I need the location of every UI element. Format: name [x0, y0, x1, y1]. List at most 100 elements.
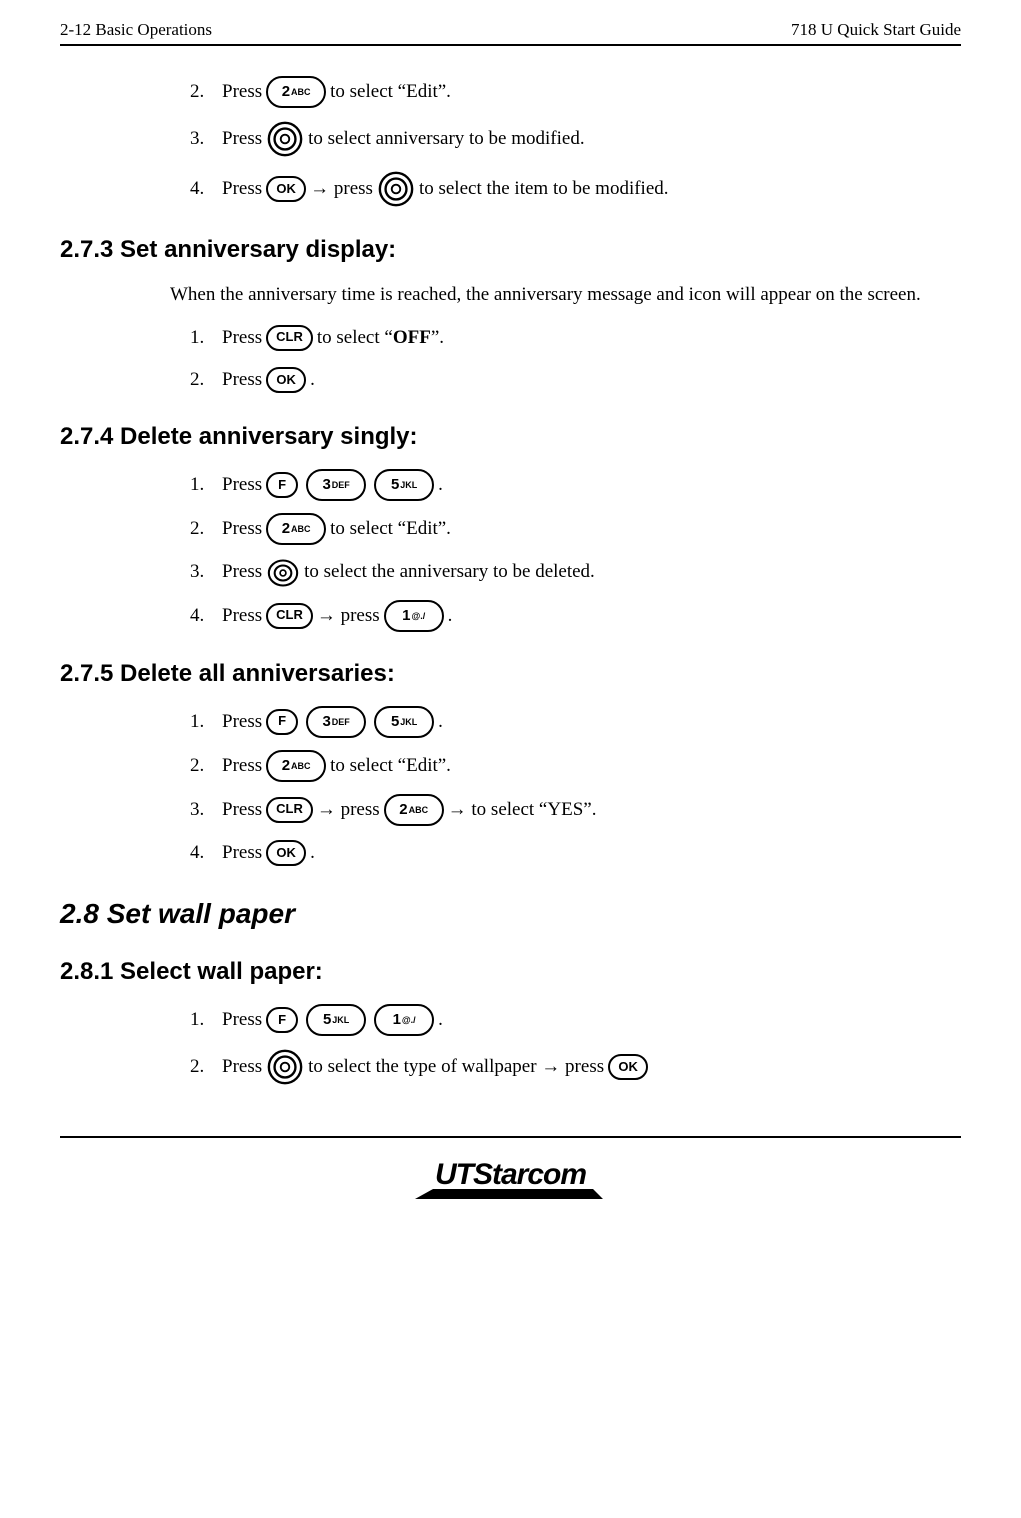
text: Press — [222, 795, 262, 825]
step-number: 1. — [190, 707, 222, 737]
text: Press — [222, 707, 262, 737]
f-button-icon: F — [266, 1007, 298, 1033]
step-number: 1. — [190, 323, 222, 353]
text: Press — [222, 124, 262, 154]
text: Press — [222, 514, 262, 544]
step-2: 2. Press 2ABC to select “Edit”. — [190, 513, 961, 545]
step-4: 4. Press CLR → press 1@./ . — [190, 600, 961, 632]
text: Press — [222, 601, 262, 631]
text: Press — [222, 1005, 262, 1035]
text: to select the type of wallpaper → press — [308, 1052, 604, 1082]
steps-continued: 2. Press 2ABC to select “Edit”. 3. Press… — [190, 76, 961, 208]
step-number: 2. — [190, 514, 222, 544]
steps-274: 1. Press F 3DEF 5JKL . 2. Press 2ABC to … — [190, 469, 961, 631]
heading-281: 2.8.1 Select wall paper: — [60, 958, 961, 986]
key-2abc-icon: 2ABC — [384, 794, 444, 826]
text: Press — [222, 751, 262, 781]
text: → press — [317, 601, 380, 631]
step-number: 2. — [190, 1052, 222, 1082]
text: Press — [222, 323, 262, 353]
f-button-icon: F — [266, 709, 298, 735]
step-number: 1. — [190, 1005, 222, 1035]
document-page: 2-12 Basic Operations 718 U Quick Start … — [0, 0, 1021, 1229]
key-2abc-icon: 2ABC — [266, 750, 326, 782]
text: . — [310, 838, 315, 868]
step-1: 1. Press F 3DEF 5JKL . — [190, 469, 961, 501]
text: . — [438, 470, 443, 500]
nav-wheel-icon — [266, 120, 304, 158]
header-left: 2-12 Basic Operations — [60, 20, 212, 40]
ok-button-icon: OK — [608, 1054, 648, 1080]
text: Press — [222, 174, 262, 204]
steps-273: 1. Press CLR to select “ OFF ”. 2. Press… — [190, 323, 961, 396]
ok-button-icon: OK — [266, 367, 306, 393]
step-4: 4. Press OK → press to select the item t… — [190, 170, 961, 208]
clr-button-icon: CLR — [266, 797, 313, 823]
text: to select “ — [317, 323, 393, 353]
text: . — [310, 365, 315, 395]
heading-28: 2.8 Set wall paper — [60, 898, 961, 930]
text: Press — [222, 838, 262, 868]
step-1: 1. Press F 3DEF 5JKL . — [190, 706, 961, 738]
key-1-icon: 1@./ — [384, 600, 444, 632]
step-3: 3. Press CLR → press 2ABC → to select “Y… — [190, 794, 961, 826]
text: . — [438, 1005, 443, 1035]
step-number: 3. — [190, 124, 222, 154]
step-3: 3. Press to select anniversary to be mod… — [190, 120, 961, 158]
logo-ut: UT — [435, 1158, 473, 1191]
nav-wheel-icon — [266, 558, 300, 588]
step-4: 4. Press OK . — [190, 838, 961, 868]
ok-button-icon: OK — [266, 840, 306, 866]
step-2: 2. Press to select the type of wallpaper… — [190, 1048, 961, 1086]
text: to select “Edit”. — [330, 751, 451, 781]
step-2: 2. Press 2ABC to select “Edit”. — [190, 750, 961, 782]
heading-275: 2.7.5 Delete all anniversaries: — [60, 660, 961, 688]
key-3def-icon: 3DEF — [306, 706, 366, 738]
nav-wheel-icon — [266, 1048, 304, 1086]
step-2: 2. Press OK . — [190, 365, 961, 395]
key-1-icon: 1@./ — [374, 1004, 434, 1036]
step-number: 3. — [190, 795, 222, 825]
key-2abc-icon: 2ABC — [266, 76, 326, 108]
clr-button-icon: CLR — [266, 325, 313, 351]
step-number: 3. — [190, 557, 222, 587]
text: . — [438, 707, 443, 737]
step-1: 1. Press F 5JKL 1@./ . — [190, 1004, 961, 1036]
utstarcom-logo: UTStarcom — [435, 1158, 586, 1192]
text: Press — [222, 470, 262, 500]
header-right: 718 U Quick Start Guide — [791, 20, 961, 40]
key-2abc-icon: 2ABC — [266, 513, 326, 545]
heading-274: 2.7.4 Delete anniversary singly: — [60, 423, 961, 451]
text-bold: OFF — [393, 323, 431, 353]
heading-273: 2.7.3 Set anniversary display: — [60, 236, 961, 264]
steps-281: 1. Press F 5JKL 1@./ . 2. Press to selec… — [190, 1004, 961, 1086]
page-header: 2-12 Basic Operations 718 U Quick Start … — [60, 20, 961, 46]
logo-star: Starcom — [473, 1158, 586, 1191]
clr-button-icon: CLR — [266, 603, 313, 629]
text: to select the anniversary to be deleted. — [304, 557, 595, 587]
text: ”. — [431, 323, 444, 353]
step-number: 4. — [190, 601, 222, 631]
text: to select “Edit”. — [330, 514, 451, 544]
steps-275: 1. Press F 3DEF 5JKL . 2. Press 2ABC to … — [190, 706, 961, 868]
section-273-body: When the anniversary time is reached, th… — [170, 282, 961, 395]
nav-wheel-icon — [377, 170, 415, 208]
step-2: 2. Press 2ABC to select “Edit”. — [190, 76, 961, 108]
step-number: 1. — [190, 470, 222, 500]
step-3: 3. Press to select the anniversary to be… — [190, 557, 961, 587]
ok-button-icon: OK — [266, 176, 306, 202]
step-number: 2. — [190, 77, 222, 107]
f-button-icon: F — [266, 472, 298, 498]
text: Press — [222, 1052, 262, 1082]
text: to select “Edit”. — [330, 77, 451, 107]
text: → press — [310, 174, 373, 204]
text: to select the item to be modified. — [419, 174, 669, 204]
step-1: 1. Press CLR to select “ OFF ”. — [190, 323, 961, 353]
step-number: 2. — [190, 751, 222, 781]
text: → press — [317, 795, 380, 825]
key-3def-icon: 3DEF — [306, 469, 366, 501]
paragraph: When the anniversary time is reached, th… — [170, 282, 961, 309]
page-footer: UTStarcom — [60, 1136, 961, 1199]
text: to select anniversary to be modified. — [308, 124, 584, 154]
step-number: 4. — [190, 838, 222, 868]
